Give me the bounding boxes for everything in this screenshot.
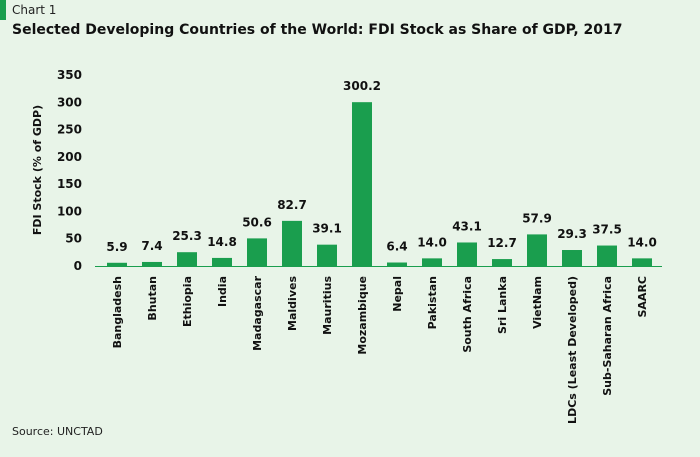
bar xyxy=(597,245,617,266)
data-label: 6.4 xyxy=(386,240,407,254)
x-tick-label: Bangladesh xyxy=(111,276,124,348)
y-axis-title: FDI Stock (% of GDP) xyxy=(31,105,44,235)
data-label: 39.1 xyxy=(312,222,342,236)
x-tick-label: LDCs (Least Developed) xyxy=(566,276,579,424)
x-tick-label: SAARC xyxy=(636,276,649,318)
x-tick-label: Pakistan xyxy=(426,276,439,329)
x-tick-label: South Africa xyxy=(461,276,474,353)
data-label: 82.7 xyxy=(277,198,307,212)
data-label: 14.0 xyxy=(627,235,657,249)
data-label: 300.2 xyxy=(343,79,381,93)
y-tick-label: 350 xyxy=(57,68,82,82)
x-tick-label: Bhutan xyxy=(146,276,159,321)
data-label: 12.7 xyxy=(487,236,517,250)
data-label: 43.1 xyxy=(452,219,482,233)
x-tick-label: Maldives xyxy=(286,276,299,331)
data-label: 37.5 xyxy=(592,223,622,237)
x-tick-label: Mozambique xyxy=(356,276,369,355)
bar xyxy=(422,258,442,266)
bar xyxy=(632,258,652,266)
bar xyxy=(282,220,302,266)
source-note: Source: UNCTAD xyxy=(12,425,103,438)
x-tick-label: VietNam xyxy=(531,276,544,329)
bar xyxy=(107,262,127,266)
y-tick-label: 50 xyxy=(65,232,82,246)
data-label: 7.4 xyxy=(141,239,162,253)
bar xyxy=(247,238,267,266)
y-tick-label: 200 xyxy=(57,150,82,164)
chart-accent-bar xyxy=(0,0,6,20)
x-tick-label: Sub-Saharan Africa xyxy=(601,276,614,396)
bar xyxy=(212,257,232,266)
data-label: 50.6 xyxy=(242,215,272,229)
bar xyxy=(352,102,372,266)
bar xyxy=(177,252,197,266)
data-label: 14.0 xyxy=(417,235,447,249)
data-label: 29.3 xyxy=(557,227,587,241)
x-tick-label: India xyxy=(216,276,229,307)
data-label: 5.9 xyxy=(106,240,127,254)
bar xyxy=(527,234,547,266)
y-tick-label: 0 xyxy=(74,259,82,273)
x-tick-label: Madagascar xyxy=(251,275,264,350)
x-tick-label: Mauritius xyxy=(321,276,334,335)
y-tick-label: 150 xyxy=(57,177,82,191)
x-tick-label: Sri Lanka xyxy=(496,276,509,334)
bar xyxy=(562,250,582,266)
y-tick-label: 300 xyxy=(57,95,82,109)
x-tick-label: Nepal xyxy=(391,276,404,312)
chart-title: Selected Developing Countries of the Wor… xyxy=(12,22,623,38)
y-tick-label: 100 xyxy=(57,204,82,218)
data-label: 14.8 xyxy=(207,235,237,249)
y-tick-label: 250 xyxy=(57,123,82,137)
data-label: 57.9 xyxy=(522,211,552,225)
data-label: 25.3 xyxy=(172,229,202,243)
bar xyxy=(317,244,337,266)
bar xyxy=(387,262,407,266)
bar xyxy=(142,261,162,266)
bar xyxy=(492,259,512,266)
bar xyxy=(457,242,477,266)
x-tick-label: Ethiopia xyxy=(181,276,194,327)
chart-number-label: Chart 1 xyxy=(12,3,57,17)
